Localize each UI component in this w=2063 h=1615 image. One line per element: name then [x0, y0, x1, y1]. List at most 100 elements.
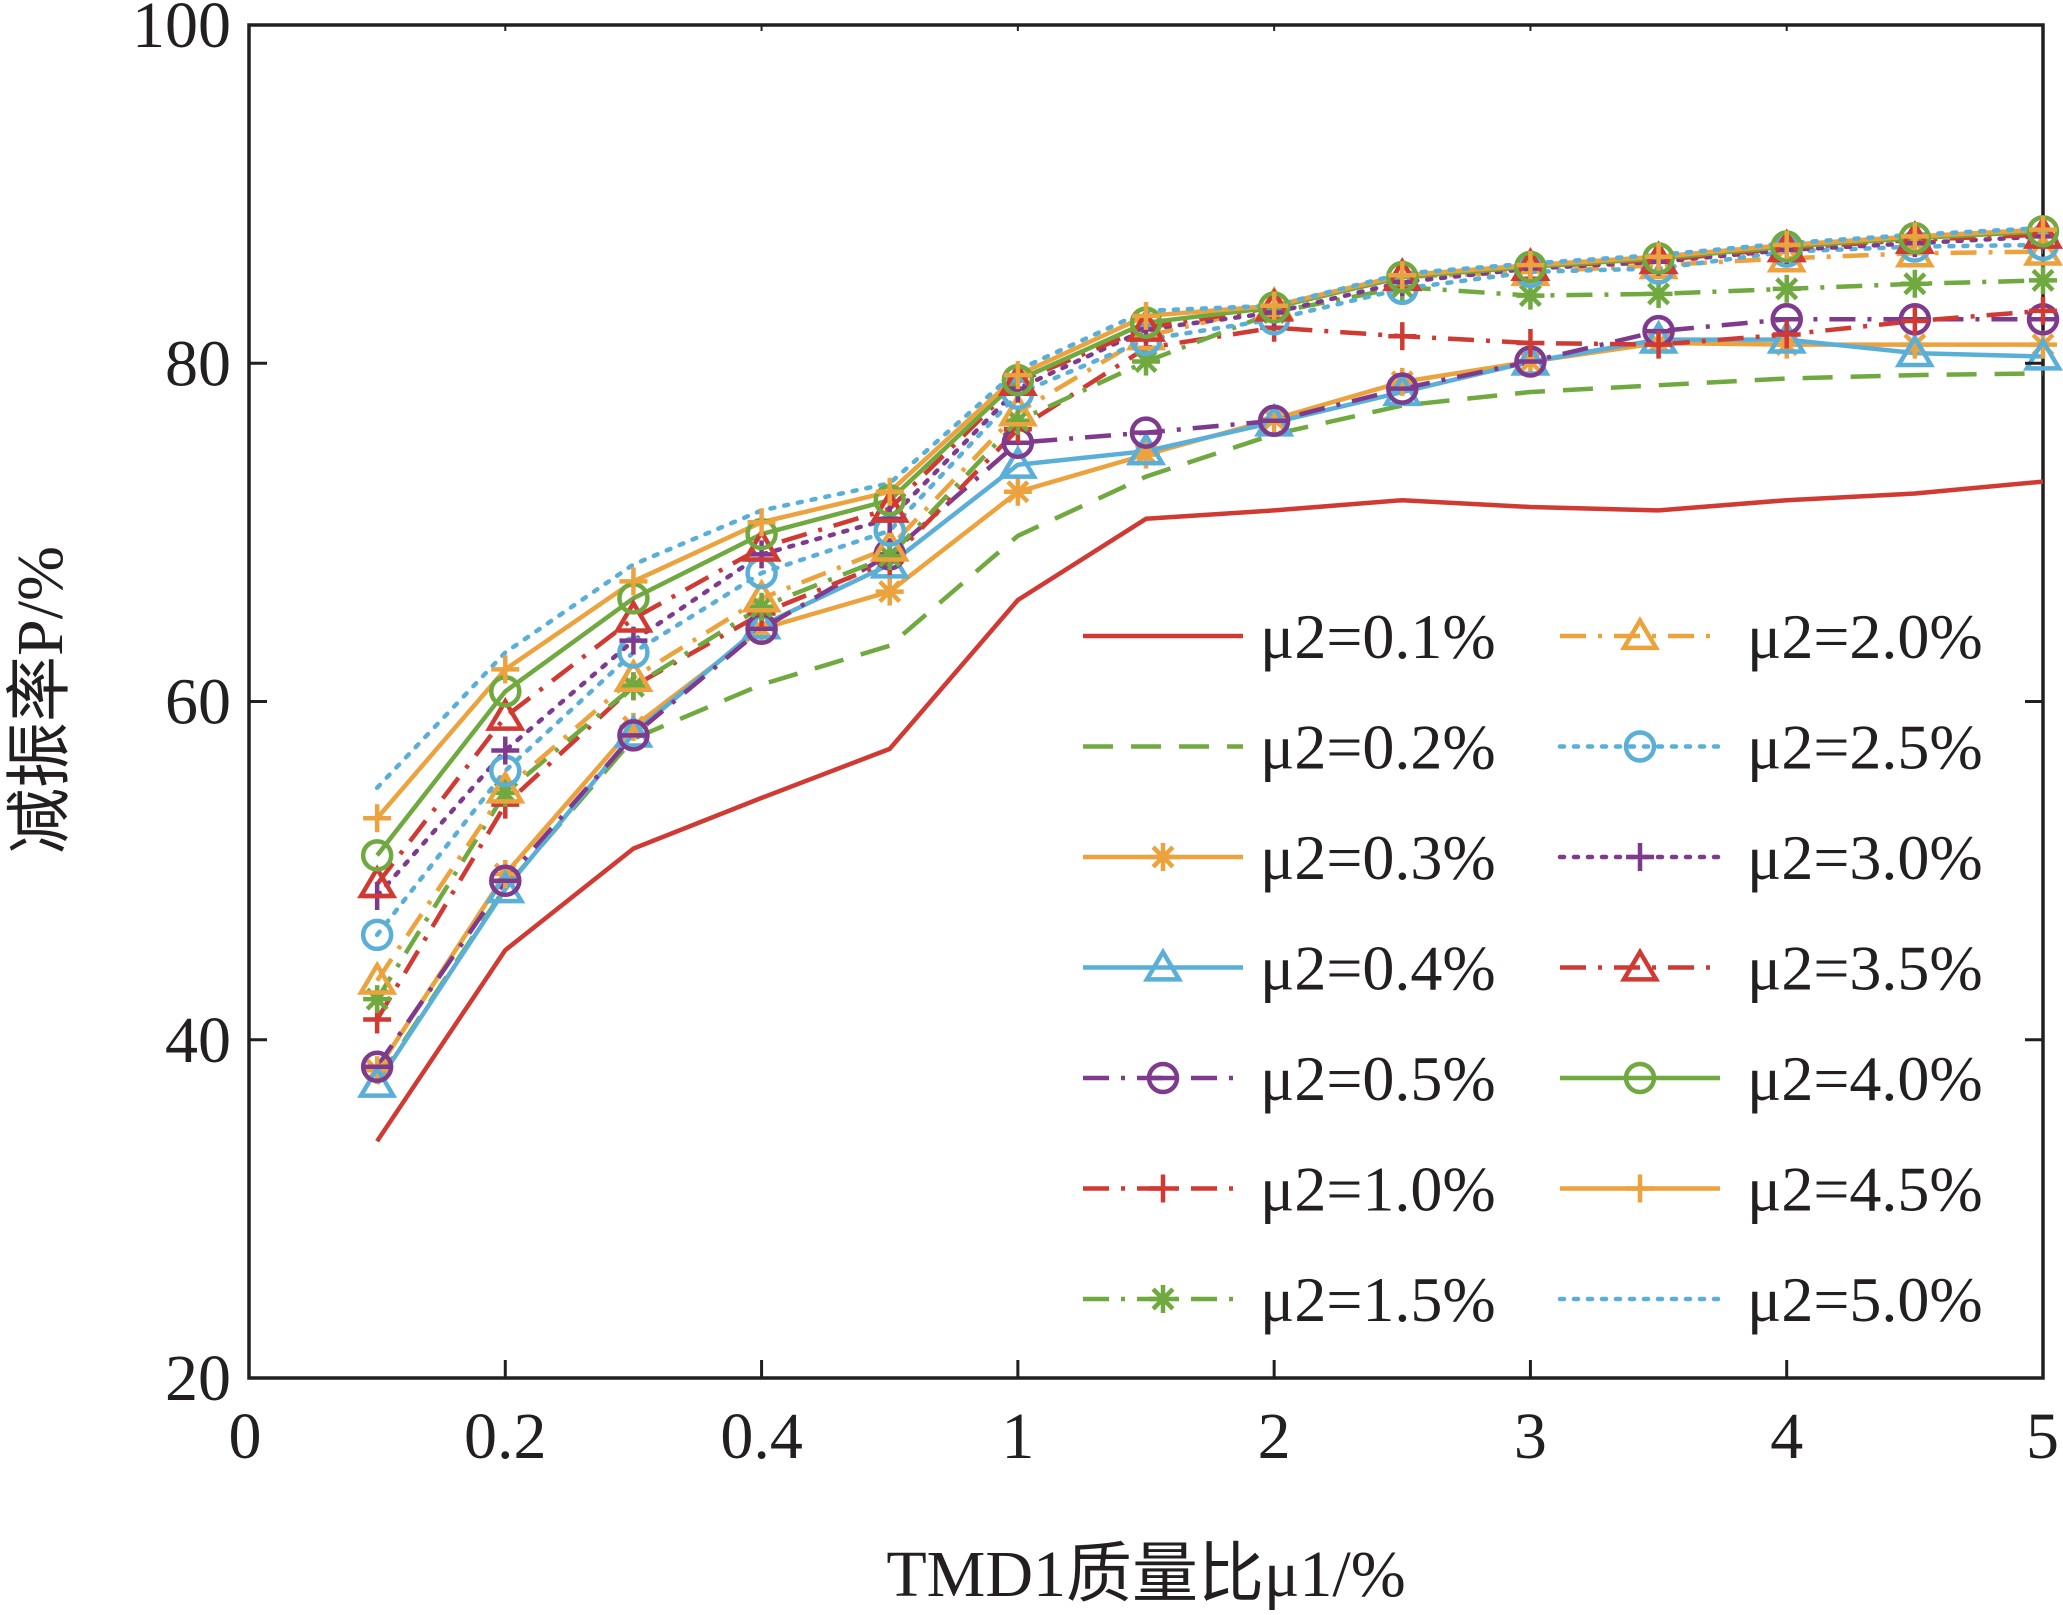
series-12-point-8: [1388, 261, 1417, 290]
series-6-point-5: [1003, 406, 1032, 435]
series-3-point-0: [357, 1063, 398, 1098]
y-tick-label: 100: [132, 0, 231, 62]
series-10-point-1: [485, 696, 526, 731]
plot-area: [247, 23, 2063, 1380]
legend-marker-2: [1149, 843, 1177, 871]
x-axis: 0 0.2 0.4 1 2 3 4 5: [229, 25, 2059, 1473]
series-3-point-11: [1766, 319, 1807, 354]
x-tick-label: 3: [1514, 1400, 1547, 1473]
series-3-point-5: [997, 444, 1038, 479]
series-8-point-0: [360, 918, 394, 952]
legend-label-1: μ2=0.2%: [1260, 712, 1496, 783]
series-12-point-10: [1644, 242, 1673, 271]
legend-marker-12: [1626, 1174, 1654, 1203]
series-9-point-3: [747, 540, 776, 569]
series-12-point-9: [1516, 251, 1545, 280]
legend-label-10: μ2=3.5%: [1747, 933, 1983, 1004]
series-4-point-6: [1129, 416, 1163, 449]
series-7-point-5: [997, 392, 1038, 427]
legend-marker-7: [1619, 616, 1661, 651]
legend-marker-3: [1142, 947, 1184, 982]
x-axis-title: TMD1质量比μ1/%: [886, 1538, 1405, 1611]
series-line-1: [375, 371, 2044, 1084]
legend-label-9: μ2=3.0%: [1747, 822, 1983, 893]
series-7-point-13: [2022, 231, 2063, 266]
series-line-8: [374, 242, 2046, 938]
legend-marker-11: [1623, 1061, 1657, 1095]
series-12-point-2: [619, 567, 648, 596]
legend-label-8: μ2=2.5%: [1747, 712, 1983, 783]
series-3-point-3: [741, 605, 782, 640]
series-12-point-13: [2029, 215, 2057, 244]
series-line-4: [375, 317, 2043, 1069]
legend-marker-8: [1623, 730, 1657, 763]
series-12-point-12: [1900, 222, 1929, 251]
series-markers: [357, 214, 2063, 1098]
y-tick-label: 60: [165, 666, 231, 739]
series-6-point-12: [1900, 269, 1929, 298]
series-3-point-6: [1125, 431, 1167, 466]
x-tick-label: 1: [1001, 1400, 1034, 1473]
y-axis-title: 减振率P/%: [4, 546, 77, 854]
series-7-point-2: [613, 657, 654, 692]
series-line-0: [375, 479, 2044, 1143]
series-12-point-0: [363, 804, 392, 833]
y-tick-label: 80: [165, 327, 231, 400]
series-2-point-4: [875, 577, 904, 606]
series-6-point-13: [2029, 266, 2057, 295]
series-line-12: [375, 227, 2044, 820]
y-tick-label: 40: [165, 1004, 231, 1077]
legend-label-2: μ2=0.3%: [1260, 822, 1496, 893]
series-line-10: [375, 232, 2044, 886]
x-tick-label: 0.4: [720, 1400, 803, 1473]
x-tick-label: 0: [229, 1400, 262, 1473]
legend-label-12: μ2=4.5%: [1747, 1154, 1983, 1225]
y-tick-label: 20: [165, 1342, 231, 1415]
x-tick-label: 0.2: [464, 1400, 547, 1473]
series-7-point-0: [357, 960, 398, 995]
series-5-point-10: [1644, 330, 1673, 359]
legend-marker-4: [1146, 1061, 1180, 1095]
legend-label-11: μ2=4.0%: [1747, 1043, 1983, 1114]
series-3-point-13: [2022, 336, 2063, 371]
series-7-point-3: [741, 578, 782, 613]
legend-label-5: μ2=1.0%: [1260, 1154, 1496, 1225]
series-12-point-3: [747, 508, 776, 537]
series-6-point-0: [363, 985, 392, 1014]
x-tick-label: 4: [1770, 1400, 1803, 1473]
legend-marker-10: [1619, 947, 1661, 982]
series-12-point-1: [491, 655, 520, 684]
series-2-point-5: [1003, 477, 1032, 506]
series-lines: [374, 225, 2046, 1143]
series-5-point-9: [1516, 328, 1545, 357]
series-line-9: [374, 234, 2046, 899]
series-12-point-6: [1132, 301, 1160, 330]
series-9-point-1: [491, 736, 520, 765]
series-3-point-2: [613, 713, 654, 748]
series-4-point-1: [489, 864, 522, 898]
series-12-point-11: [1772, 230, 1801, 259]
series-4-point-8: [1386, 372, 1419, 405]
legend-label-6: μ2=1.5%: [1260, 1264, 1496, 1335]
series-5-point-12: [1900, 306, 1929, 335]
series-6-point-11: [1772, 274, 1801, 303]
x-tick-label: 5: [2026, 1400, 2059, 1473]
series-4-point-2: [617, 719, 650, 752]
legend-marker-5: [1149, 1174, 1177, 1203]
series-4-point-0: [360, 1050, 394, 1084]
series-6-point-3: [747, 592, 776, 621]
legend-label-4: μ2=0.5%: [1260, 1043, 1496, 1114]
series-5-point-8: [1388, 322, 1417, 351]
series-11-point-0: [360, 839, 394, 872]
series-10-point-2: [613, 598, 654, 633]
series-10-point-4: [869, 488, 910, 523]
legend: μ2=0.1% μ2=0.2% μ2=0.3% μ2=0.4% μ2=0.5% μ2=1.…: [1083, 601, 1983, 1335]
series-7-point-4: [869, 527, 910, 562]
legend-label-3: μ2=0.4%: [1260, 933, 1496, 1004]
legend-marker-6: [1149, 1285, 1177, 1313]
series-5-point-11: [1772, 320, 1801, 349]
series-10-point-0: [357, 864, 398, 899]
series-6-point-2: [619, 672, 648, 701]
legend-label-0: μ2=0.1%: [1260, 601, 1496, 672]
